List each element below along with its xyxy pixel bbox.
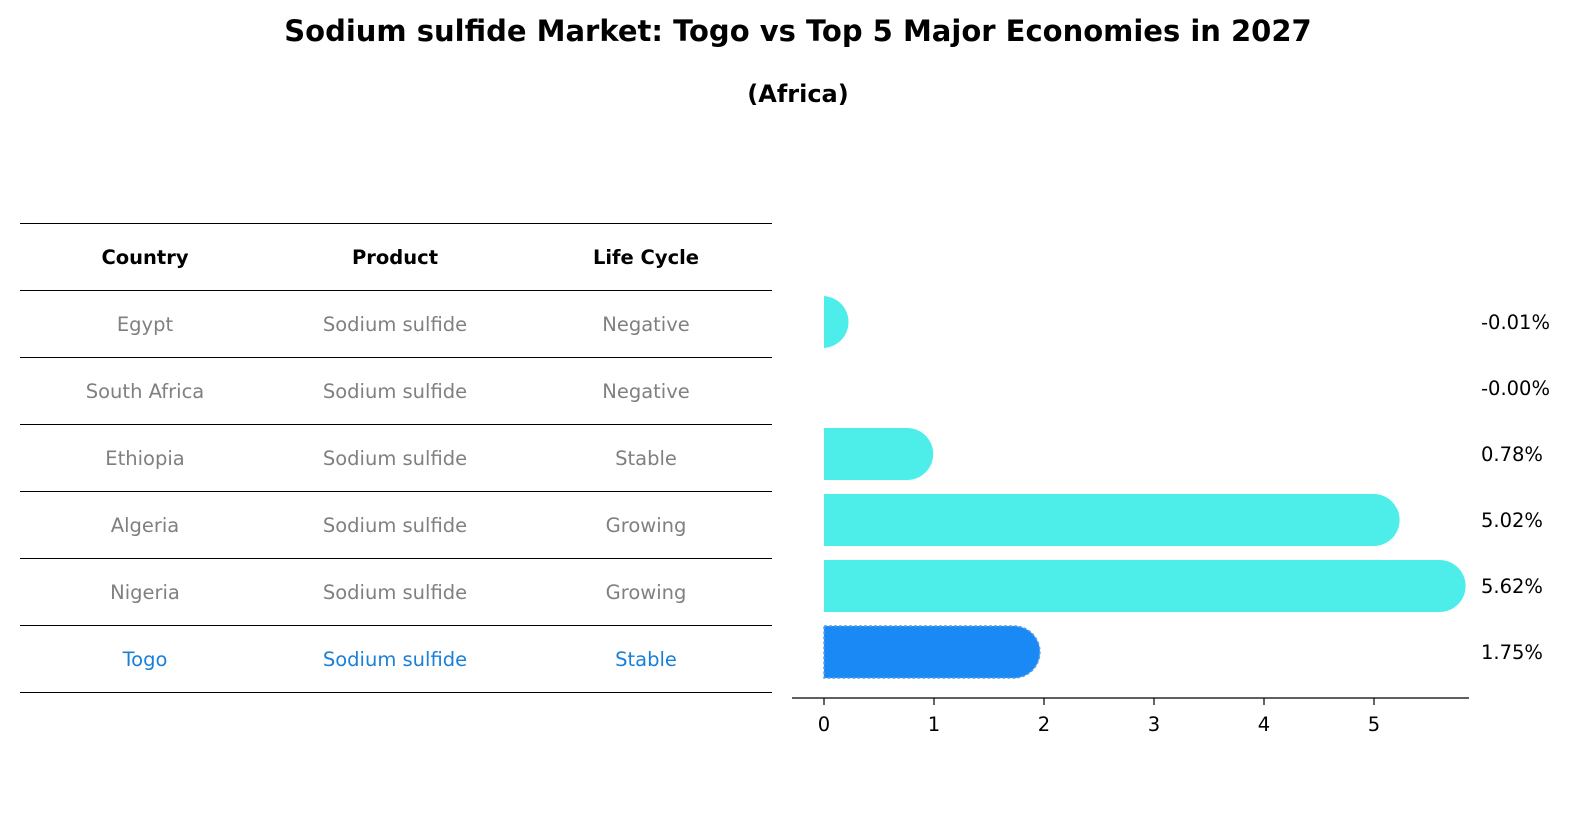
product-cell: Sodium sulfide xyxy=(322,446,468,470)
product-cell: Sodium sulfide xyxy=(322,647,468,671)
x-tick-label: 2 xyxy=(1038,713,1050,736)
life-cycle-cell: Negative xyxy=(602,379,690,403)
header-product: Product xyxy=(351,245,439,269)
life-cycle-cell: Growing xyxy=(605,580,687,604)
chart-subtitle: (Africa) xyxy=(747,80,849,108)
x-tick-label: 0 xyxy=(818,713,830,736)
table-row-highlight: Togo Sodium sulfide Stable xyxy=(20,625,772,693)
country-cell: South Africa xyxy=(85,379,205,403)
life-cycle-cell: Negative xyxy=(602,312,690,336)
x-tick-label: 1 xyxy=(928,713,940,736)
bar xyxy=(824,560,1466,612)
life-cycle-cell: Stable xyxy=(615,647,677,671)
country-cell: Nigeria xyxy=(110,580,180,604)
value-label: 0.78% xyxy=(1481,443,1543,466)
value-label: -0.00% xyxy=(1481,377,1550,400)
data-table: Country Product Life Cycle Egypt Sodium … xyxy=(20,223,772,693)
country-cell: Egypt xyxy=(116,312,174,336)
bar-highlight xyxy=(823,625,1041,679)
value-label: 5.02% xyxy=(1481,509,1543,532)
value-label: 1.75% xyxy=(1481,641,1543,664)
bar xyxy=(822,296,849,348)
chart-title: Sodium sulfide Market: Togo vs Top 5 Maj… xyxy=(284,14,1312,48)
product-cell: Sodium sulfide xyxy=(322,513,468,537)
value-label: -0.01% xyxy=(1481,311,1550,334)
table-row: Nigeria Sodium sulfide Growing xyxy=(20,558,772,625)
table-row: Ethiopia Sodium sulfide Stable xyxy=(20,424,772,491)
life-cycle-cell: Growing xyxy=(605,513,687,537)
x-tick-label: 3 xyxy=(1148,713,1160,736)
country-cell: Algeria xyxy=(110,513,180,537)
x-tick-label: 5 xyxy=(1368,713,1380,736)
bar xyxy=(824,494,1400,546)
country-cell: Togo xyxy=(122,647,168,671)
value-label: 5.62% xyxy=(1481,575,1543,598)
product-cell: Sodium sulfide xyxy=(322,312,468,336)
table-row: South Africa Sodium sulfide Negative xyxy=(20,357,772,424)
table-row: Egypt Sodium sulfide Negative xyxy=(20,290,772,357)
table-header-row: Country Product Life Cycle xyxy=(20,223,772,290)
country-cell: Ethiopia xyxy=(105,446,185,470)
x-tick-label: 4 xyxy=(1258,713,1270,736)
table-row: Algeria Sodium sulfide Growing xyxy=(20,491,772,558)
product-cell: Sodium sulfide xyxy=(322,379,468,403)
bar xyxy=(824,428,934,480)
product-cell: Sodium sulfide xyxy=(322,580,468,604)
header-life-cycle: Life Cycle xyxy=(592,245,700,269)
life-cycle-cell: Stable xyxy=(615,446,677,470)
header-country: Country xyxy=(101,245,189,269)
